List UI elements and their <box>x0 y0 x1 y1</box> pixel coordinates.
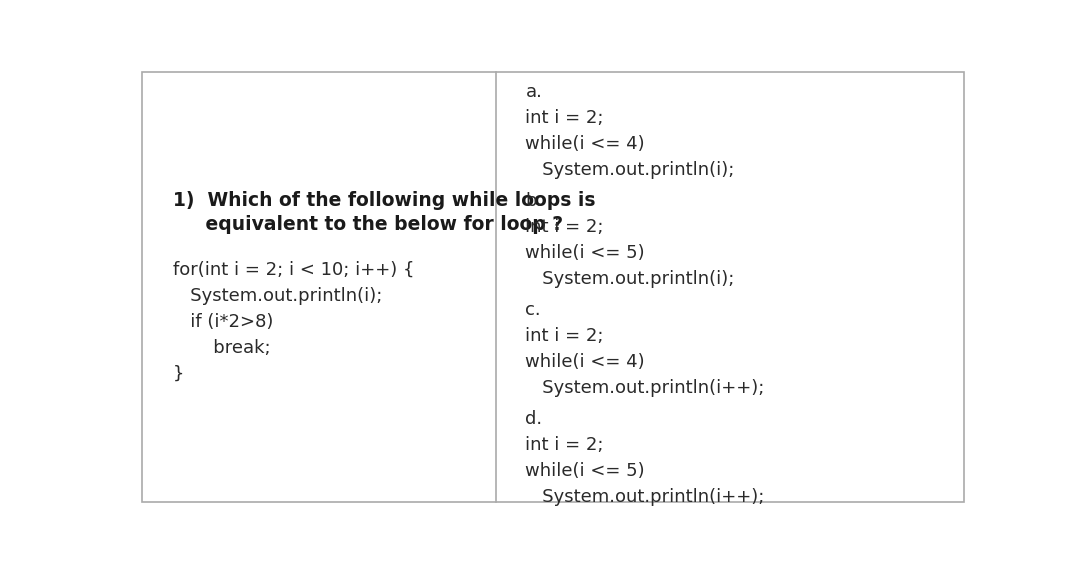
Text: if (i*2>8): if (i*2>8) <box>173 313 273 331</box>
Text: }: } <box>173 365 183 383</box>
Text: System.out.println(i);: System.out.println(i); <box>173 287 382 305</box>
Text: d.: d. <box>525 410 543 428</box>
Text: 1)  Which of the following while loops is: 1) Which of the following while loops is <box>173 191 595 210</box>
Text: while(i <= 4): while(i <= 4) <box>525 353 645 371</box>
Text: a.: a. <box>525 83 543 102</box>
Text: System.out.println(i++);: System.out.println(i++); <box>525 379 765 397</box>
Text: while(i <= 4): while(i <= 4) <box>525 135 645 153</box>
Text: int i = 2;: int i = 2; <box>525 218 604 236</box>
Text: System.out.println(i);: System.out.println(i); <box>525 161 735 179</box>
Text: c.: c. <box>525 301 541 319</box>
Text: equivalent to the below for loop ?: equivalent to the below for loop ? <box>173 215 562 235</box>
Text: int i = 2;: int i = 2; <box>525 327 604 345</box>
Text: while(i <= 5): while(i <= 5) <box>525 244 645 262</box>
Text: break;: break; <box>173 339 270 357</box>
Text: b.: b. <box>525 193 543 210</box>
Text: System.out.println(i);: System.out.println(i); <box>525 270 735 288</box>
Text: while(i <= 5): while(i <= 5) <box>525 462 645 480</box>
Text: int i = 2;: int i = 2; <box>525 110 604 127</box>
Text: for(int i = 2; i < 10; i++) {: for(int i = 2; i < 10; i++) { <box>173 261 414 279</box>
Text: int i = 2;: int i = 2; <box>525 436 604 454</box>
Text: System.out.println(i++);: System.out.println(i++); <box>525 488 765 506</box>
